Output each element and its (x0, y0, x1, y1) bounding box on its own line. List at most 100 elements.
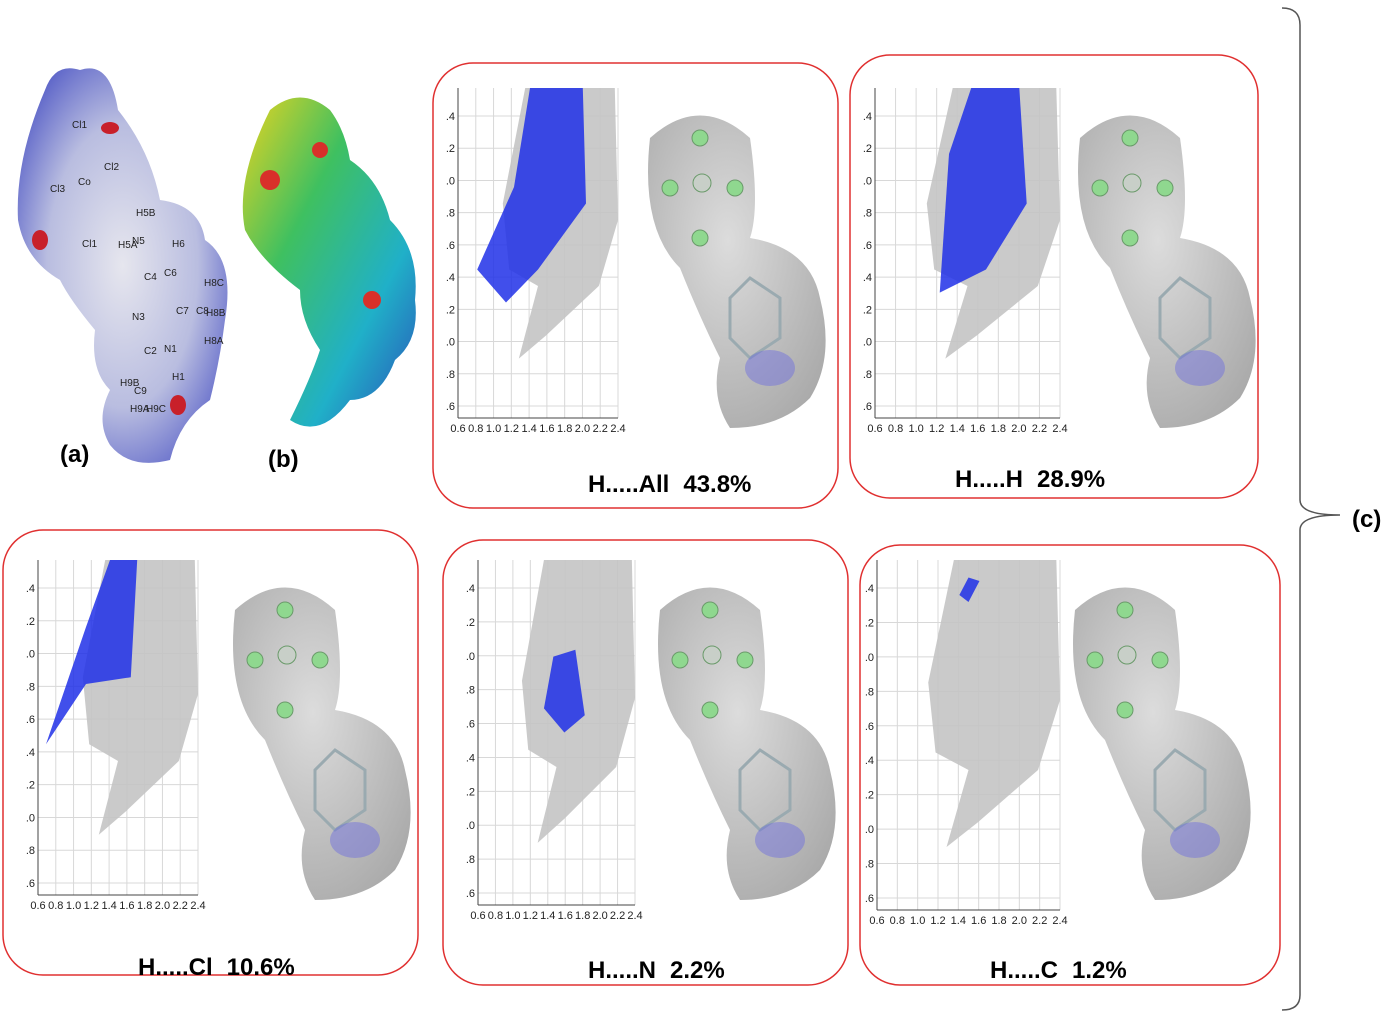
y-tick-label: .8 (26, 845, 35, 857)
y-tick-label: .8 (863, 369, 872, 381)
atom-label: H8C (204, 278, 224, 289)
y-tick-label: .6 (865, 721, 874, 733)
fingerprint-panel: 0.60.81.01.21.41.61.82.02.22.4.4.2.0.8.6… (433, 63, 838, 508)
x-tick-label: 1.6 (971, 915, 986, 927)
x-tick-label: 1.4 (521, 423, 536, 435)
contact-percent: 10.6% (227, 954, 295, 981)
y-tick-label: .8 (446, 208, 455, 220)
contact-patch (1175, 350, 1225, 386)
contact-spot (101, 122, 119, 134)
x-tick-label: 1.2 (930, 915, 945, 927)
y-tick-label: .0 (466, 651, 475, 663)
caption: H.....All43.8% (588, 471, 751, 498)
x-tick-label: 1.8 (137, 900, 152, 912)
y-tick-label: .0 (446, 337, 455, 349)
y-tick-label: .4 (26, 747, 35, 759)
atom-label: H5B (136, 208, 156, 219)
x-tick-label: 0.8 (48, 900, 63, 912)
atom-label: Co (78, 177, 91, 188)
atom-label: C6 (164, 268, 177, 279)
x-tick-label: 0.6 (869, 915, 884, 927)
atom (1152, 652, 1168, 668)
y-tick-label: .4 (26, 583, 35, 595)
x-tick-label: 1.8 (575, 910, 590, 922)
contact-type: H.....N (588, 957, 656, 984)
x-tick-label: 2.2 (173, 900, 188, 912)
y-tick-label: .4 (863, 111, 872, 123)
x-tick-label: 1.0 (505, 910, 520, 922)
x-tick-label: 1.6 (539, 423, 554, 435)
y-tick-label: .8 (26, 681, 35, 693)
x-tick-label: 0.6 (450, 423, 465, 435)
y-tick-label: .2 (863, 304, 872, 316)
x-tick-label: 2.0 (155, 900, 170, 912)
panel-label: (b) (268, 446, 299, 473)
caption: H.....Cl 10.6% (138, 954, 295, 981)
x-tick-label: 0.8 (890, 915, 905, 927)
y-tick-label: .4 (863, 272, 872, 284)
x-tick-label: 0.8 (468, 423, 483, 435)
y-tick-label: .4 (865, 583, 874, 595)
atom (1092, 180, 1108, 196)
contact-spot (32, 230, 48, 250)
contact-patch (1170, 822, 1220, 858)
x-tick-label: 0.8 (888, 423, 903, 435)
x-tick-label: 2.0 (592, 910, 607, 922)
y-tick-label: .2 (466, 786, 475, 798)
surface (1078, 116, 1256, 429)
atom (277, 602, 293, 618)
atom (1123, 174, 1141, 192)
shape-spot (363, 291, 381, 309)
atom-label: H9C (146, 404, 166, 415)
contact-percent: 43.8% (683, 471, 751, 498)
y-tick-label: .2 (865, 617, 874, 629)
y-tick-label: .6 (466, 719, 475, 731)
atom-label: Cl3 (50, 184, 65, 195)
hirshfeld-surface-shape-index (243, 98, 416, 427)
y-tick-label: .2 (865, 790, 874, 802)
x-tick-label: 1.6 (119, 900, 134, 912)
fingerprint-all (928, 560, 1060, 847)
atom-label: Cl2 (104, 162, 119, 173)
y-tick-label: .6 (26, 878, 35, 890)
atom (1117, 602, 1133, 618)
y-tick-label: .0 (26, 649, 35, 661)
atom (702, 602, 718, 618)
x-tick-label: 1.6 (970, 423, 985, 435)
atom (278, 646, 296, 664)
fingerprint-panel: 0.60.81.01.21.41.61.82.02.22.4.4.2.0.8.6… (850, 55, 1258, 498)
panel-label: (a) (60, 441, 89, 468)
y-tick-label: .0 (865, 824, 874, 836)
y-tick-label: .0 (863, 175, 872, 187)
atom (1087, 652, 1103, 668)
y-tick-label: .0 (863, 337, 872, 349)
contact-type: H.....Cl (138, 954, 213, 981)
x-tick-label: 2.2 (593, 423, 608, 435)
x-tick-label: 1.2 (523, 910, 538, 922)
atom-label: Cl1 (72, 120, 87, 131)
y-tick-label: .4 (865, 755, 874, 767)
atom (662, 180, 678, 196)
y-tick-label: .0 (446, 175, 455, 187)
contact-percent: 1.2% (1072, 957, 1127, 984)
atom (312, 652, 328, 668)
y-tick-label: .0 (26, 812, 35, 824)
x-tick-label: 1.0 (910, 915, 925, 927)
x-tick-label: 1.8 (557, 423, 572, 435)
atom (1122, 130, 1138, 146)
x-tick-label: 1.4 (540, 910, 555, 922)
x-tick-label: 1.2 (84, 900, 99, 912)
x-tick-label: 2.0 (1012, 915, 1027, 927)
y-tick-label: .6 (863, 401, 872, 413)
atom-label: H8A (204, 336, 224, 347)
y-tick-label: .2 (26, 616, 35, 628)
atom-label: Cl1 (82, 239, 97, 250)
y-tick-label: .6 (863, 240, 872, 252)
shape-spot (312, 142, 328, 158)
atom (702, 702, 718, 718)
atom (727, 180, 743, 196)
x-tick-label: 2.4 (190, 900, 205, 912)
atom (1118, 646, 1136, 664)
figure: (a)(b)(c)Cl1CoCl2Cl3Cl1H5BH5AN5H6C4C6H8C… (0, 0, 1389, 1014)
